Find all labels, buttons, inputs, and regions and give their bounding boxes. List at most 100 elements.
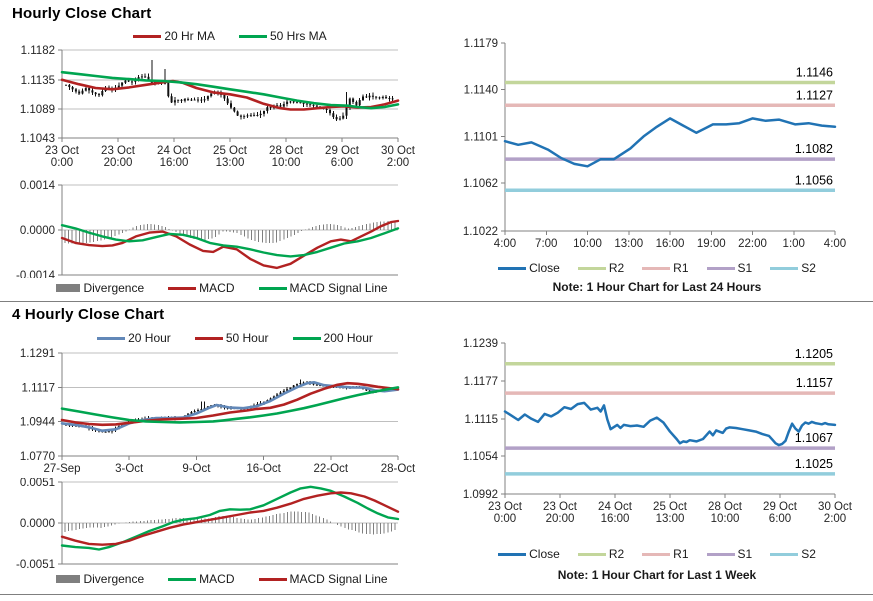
four-hourly-macd-legend: Divergence MACD MACD Signal Line xyxy=(8,572,436,586)
svg-text:16:00: 16:00 xyxy=(656,238,685,250)
legend-label: 20 Hour xyxy=(128,331,171,345)
four_hourly_macd-svg: 0.0051 0.0000 -0.0051 xyxy=(16,478,400,568)
legend-item-s1: S1 xyxy=(706,261,752,275)
section-divider xyxy=(0,301,873,302)
svg-text:1.1157: 1.1157 xyxy=(796,376,833,390)
svg-text:7:00: 7:00 xyxy=(535,238,557,250)
four-hourly-section-title: 4 Hourly Close Chart xyxy=(12,306,165,323)
hourly-sr-legend: Close R2 R1 S1 S2 xyxy=(445,261,869,275)
svg-text:0.0000: 0.0000 xyxy=(20,225,55,237)
line-swatch-icon xyxy=(292,336,321,340)
svg-text:16-Oct: 16-Oct xyxy=(246,463,281,475)
svg-text:1.1054: 1.1054 xyxy=(463,451,499,463)
svg-text:19:00: 19:00 xyxy=(697,238,726,250)
legend-label: 200 Hour xyxy=(323,331,373,345)
line-swatch-icon xyxy=(577,552,606,556)
legend-item-r1: R1 xyxy=(642,261,689,275)
legend-item-divergence: Divergence xyxy=(56,572,144,586)
legend-label: MACD Signal Line xyxy=(289,572,388,586)
four-hourly-price-legend: 20 Hour 50 Hour 200 Hour xyxy=(60,331,410,345)
svg-text:27-Sep: 27-Sep xyxy=(43,463,80,475)
line-swatch-icon xyxy=(239,34,267,38)
svg-text:1.1082: 1.1082 xyxy=(795,142,833,156)
legend-item-50-hrs-ma: 50 Hrs MA xyxy=(239,29,327,43)
legend-label: S2 xyxy=(801,547,816,561)
line-swatch-icon xyxy=(706,266,735,270)
legend-item-s2: S2 xyxy=(770,547,816,561)
legend-label: R2 xyxy=(608,547,625,561)
svg-text:1.0944: 1.0944 xyxy=(20,417,56,429)
legend-label: 20 Hr MA xyxy=(164,29,215,43)
legend-item-macd: MACD xyxy=(168,281,235,295)
svg-text:10:00: 10:00 xyxy=(573,238,602,250)
hourly_macd-svg: 0.0014 0.0000 -0.0014 xyxy=(16,180,400,278)
svg-text:1.1089: 1.1089 xyxy=(20,104,55,116)
line-swatch-icon xyxy=(133,34,162,38)
hourly-support-resistance-chart: 1.1179 1.1140 1.1101 1.1062 1.1022 4:00 7:00 10… xyxy=(440,28,873,260)
line-swatch-icon xyxy=(258,286,287,290)
weekly-support-resistance-chart: 1.1239 1.1177 1.1115 1.1054 1.0992 23 Oct 0:00… xyxy=(440,336,873,526)
legend-item-macd-signal-line: MACD Signal Line xyxy=(258,572,388,586)
svg-text:1.1025: 1.1025 xyxy=(795,457,833,471)
support-resistance-levels xyxy=(505,362,835,476)
candlesticks xyxy=(65,60,394,121)
hourly-macd-legend: Divergence MACD MACD Signal Line xyxy=(8,281,436,295)
legend-label: MACD xyxy=(199,281,235,295)
legend-item-r1: R1 xyxy=(642,547,689,561)
divergence-swatch-icon xyxy=(56,284,81,292)
legend-item-50-hour: 50 Hour xyxy=(194,331,269,345)
line-swatch-icon xyxy=(168,286,197,290)
svg-text:1.1043: 1.1043 xyxy=(20,133,55,145)
weekly-sr-legend: Close R2 R1 S1 S2 xyxy=(445,547,869,561)
legend-item-divergence: Divergence xyxy=(56,281,144,295)
four-hourly-macd-chart: 0.0051 0.0000 -0.0051 xyxy=(8,478,436,568)
macd-line-macd-signal-line xyxy=(60,224,400,258)
legend-label: R1 xyxy=(673,547,689,561)
svg-text:1.1101: 1.1101 xyxy=(464,131,498,143)
svg-text:1.0992: 1.0992 xyxy=(463,489,498,501)
hourly-sr-note: Note: 1 Hour Chart for Last 24 Hours xyxy=(552,280,762,294)
ma-line-50-hour xyxy=(60,381,400,427)
svg-text:-0.0014: -0.0014 xyxy=(16,270,56,278)
legend-item-20-hour: 20 Hour xyxy=(97,331,171,345)
x-axis-labels: 23 Oct 0:00 23 Oct 20:00 24 Oct 16:00 25 Oct 13… xyxy=(45,138,416,169)
ma-line-50-hrs-ma xyxy=(60,70,400,110)
hourly-section-title: Hourly Close Chart xyxy=(12,5,152,22)
hourly-price-legend: 20 Hr MA 50 Hrs MA xyxy=(60,29,400,43)
close-line xyxy=(503,117,837,168)
legend-label: MACD xyxy=(199,572,235,586)
svg-text:13:00: 13:00 xyxy=(614,238,643,250)
support-resistance-levels xyxy=(505,80,835,193)
hourly-price-chart: 1.1182 1.1135 1.1089 1.1043 23 Oct 0:00 23 Oct… xyxy=(8,44,436,176)
legend-item-macd-signal-line: MACD Signal Line xyxy=(258,281,388,295)
legend-item-macd: MACD xyxy=(168,572,235,586)
svg-text:22:00: 22:00 xyxy=(738,238,767,250)
x-axis-labels: 4:00 7:00 10:00 13:00 16:00 19:00 22:00 1:00 4:0… xyxy=(494,231,846,250)
divergence-bars xyxy=(64,511,396,535)
svg-text:1.1146: 1.1146 xyxy=(796,66,833,80)
macd-line-macd-signal-line xyxy=(60,491,400,546)
legend-label: Divergence xyxy=(83,572,145,586)
svg-text:1.1291: 1.1291 xyxy=(20,348,55,360)
section-divider xyxy=(0,594,873,595)
svg-text:1.1205: 1.1205 xyxy=(795,347,833,361)
level-value-labels: 1.1205 1.1157 1.1067 1.1025 xyxy=(795,347,833,471)
svg-text:0.0000: 0.0000 xyxy=(20,518,55,530)
line-swatch-icon xyxy=(498,266,527,270)
line-swatch-icon xyxy=(97,336,126,340)
